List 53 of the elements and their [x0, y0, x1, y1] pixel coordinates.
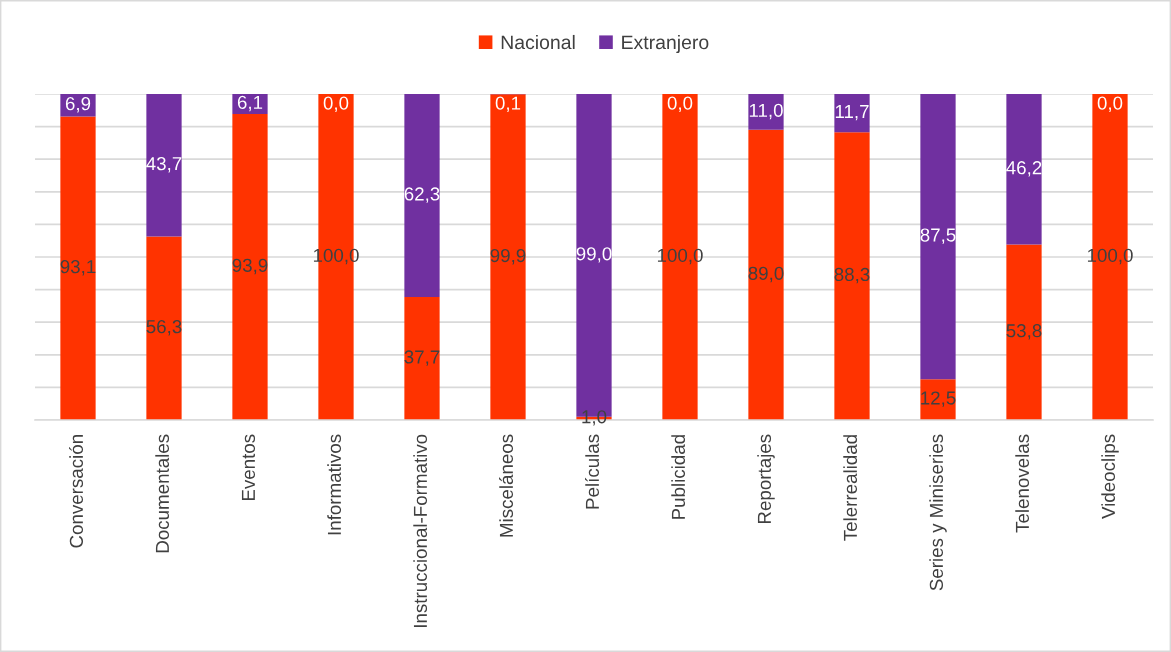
data-label: 11,0 [749, 103, 783, 120]
x-tick-label: Eventos [241, 434, 256, 501]
bar [490, 94, 526, 420]
x-tick-label: Informativos [327, 434, 342, 535]
data-label: 89,0 [748, 266, 784, 283]
bar [60, 116, 96, 420]
x-tick-label: Reportajes [757, 434, 775, 524]
data-label: 88,3 [834, 267, 870, 284]
bar [1006, 94, 1042, 245]
data-label: 56,3 [146, 319, 182, 336]
data-label: 46,2 [1006, 161, 1042, 177]
legend-label: Extranjero [622, 34, 709, 54]
data-label: 11,7 [835, 105, 869, 121]
data-label: 0,0 [667, 96, 693, 112]
x-tick-label: Misceláneos [499, 434, 514, 537]
data-label: 99,0 [576, 247, 612, 263]
x-tick-label: Películas [585, 434, 600, 509]
legend-label: Nacional [501, 34, 575, 50]
data-label: 53,8 [1006, 324, 1042, 340]
x-tick-label: Publicidad [671, 435, 686, 519]
data-label: 37,7 [404, 350, 440, 366]
data-label: 0,0 [323, 96, 349, 112]
data-label: 87,5 [920, 228, 956, 244]
bar [834, 132, 870, 420]
bar [748, 129, 784, 420]
x-tick-label: Telenovelas [1015, 434, 1030, 533]
data-label: 0,0 [1097, 96, 1123, 112]
x-tick-label: Conversación [69, 435, 84, 548]
bar [404, 94, 440, 298]
bar [146, 236, 182, 420]
data-label: 1,0 [582, 410, 607, 426]
data-label: 6,1 [237, 95, 263, 112]
bar [920, 379, 956, 420]
bar [146, 94, 182, 237]
bar [748, 94, 784, 130]
x-tick-label: Telerrealidad [843, 435, 858, 541]
data-label: 0,1 [495, 96, 521, 112]
bar [834, 94, 870, 133]
data-label: 99,9 [490, 248, 526, 265]
x-tick-label: Series y Miniseries [929, 434, 947, 591]
data-label: 43,7 [146, 156, 182, 173]
bar [920, 94, 956, 380]
x-tick-label: Documentales [155, 434, 170, 553]
bar [1006, 244, 1042, 420]
data-label: 62,3 [404, 187, 440, 203]
data-label: 6,9 [65, 97, 91, 113]
data-label: 93,9 [232, 258, 268, 275]
x-tick-label: Instruccional-Formativo [413, 434, 428, 627]
data-label: 93,1 [60, 260, 96, 276]
bar [232, 113, 268, 420]
bar [404, 297, 440, 420]
data-label: 12,5 [921, 391, 956, 407]
x-tick-label: Videoclips [1101, 434, 1119, 519]
